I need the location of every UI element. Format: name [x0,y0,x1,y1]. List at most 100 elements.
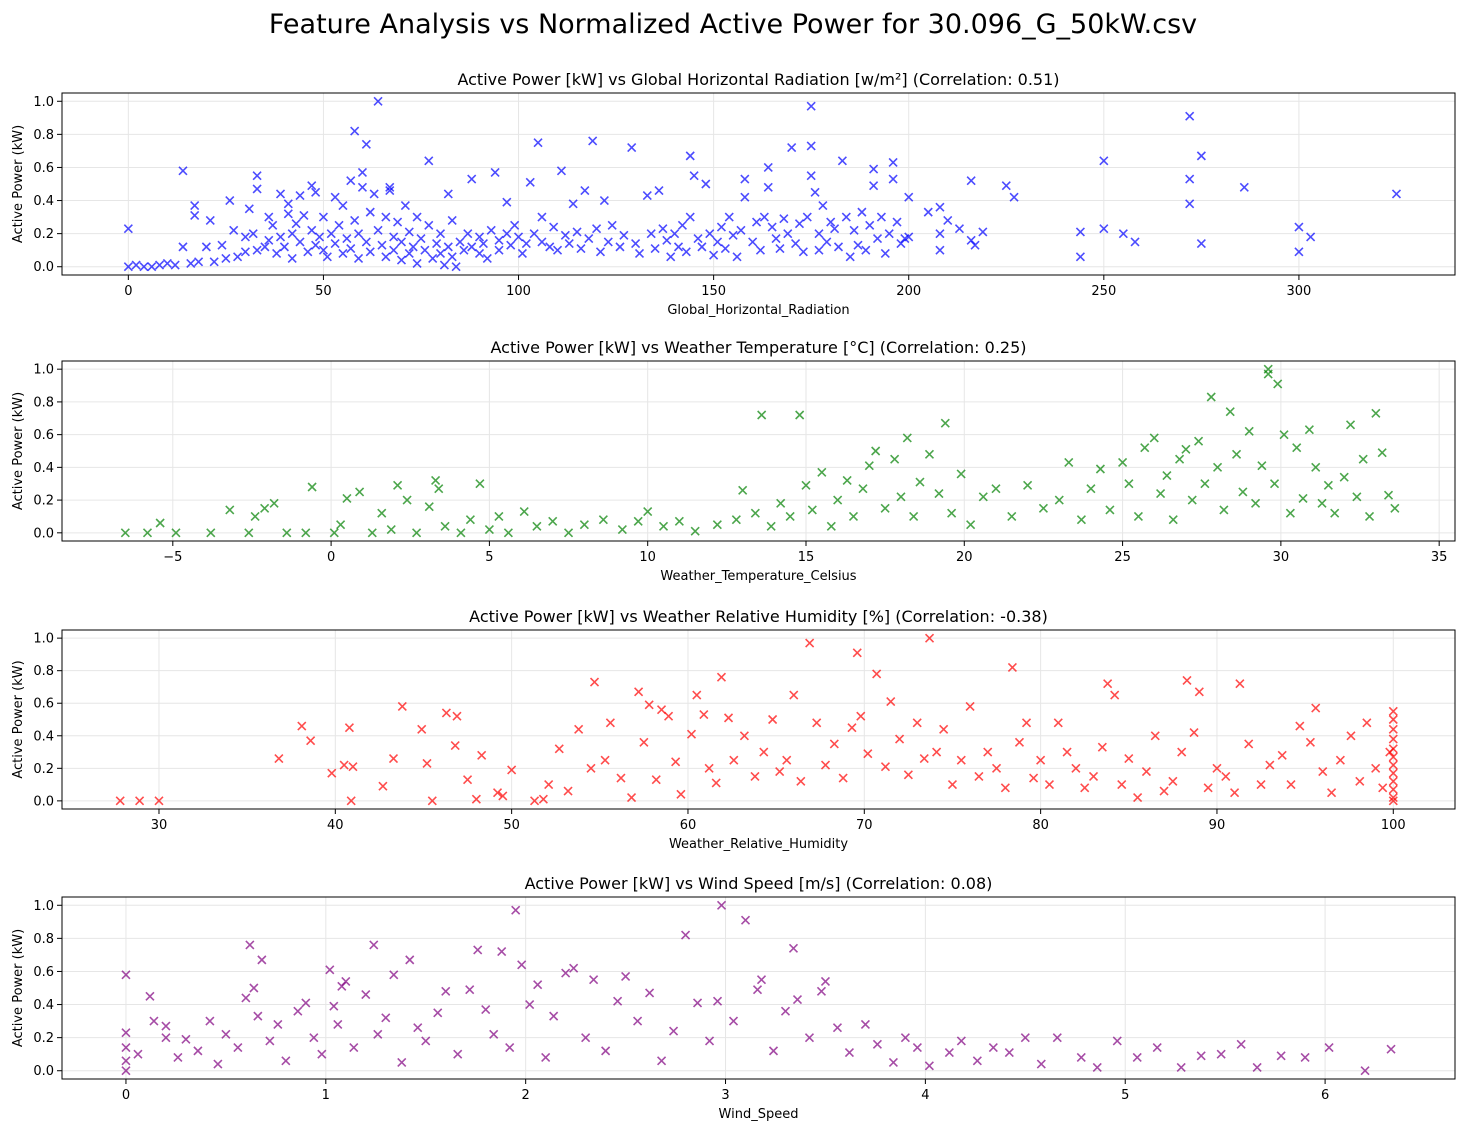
data-point [1009,192,1019,202]
data-point [260,503,270,513]
data-point [1265,760,1275,770]
data-point [1358,454,1368,464]
data-point [1371,408,1381,418]
x-tick-label: 90 [1209,818,1226,833]
data-point [455,237,465,247]
data-point [1311,462,1321,472]
data-point [1075,252,1085,262]
data-point [154,260,165,270]
data-point [983,747,993,757]
data-point [680,930,691,940]
data-point [812,718,822,728]
data-point [161,1021,171,1031]
data-point [494,235,504,245]
data-point [642,191,652,201]
data-point [1311,703,1321,713]
data-point [190,200,200,211]
data-point [978,227,988,237]
data-point [639,737,649,747]
data-point [838,773,848,783]
data-point [676,789,686,799]
data-point [510,220,520,230]
data-point [756,975,767,985]
data-point [689,171,699,181]
data-point [346,796,356,806]
data-point [841,212,851,222]
data-point [463,229,473,239]
data-point [619,230,629,240]
data-point [662,235,672,245]
data-point [736,225,746,235]
data-point [1230,788,1240,798]
data-point [1250,498,1261,508]
data-point [121,1028,131,1038]
data-point [173,1052,183,1063]
data-point [806,171,816,181]
data-point [723,713,734,723]
data-point [1388,793,1398,803]
data-point [121,1056,131,1066]
data-point [658,224,668,234]
data-point [832,1023,843,1033]
data-point [1196,151,1206,161]
x-tick-label: 30 [151,818,168,833]
data-point [1092,1062,1102,1072]
data-point [1212,763,1222,773]
data-point [712,237,723,247]
data-point [248,229,258,239]
data-point [1097,742,1107,752]
data-point [1071,763,1081,773]
data-point [1149,433,1159,443]
data-point [474,232,485,242]
data-point [863,749,873,759]
data-point [474,248,485,259]
data-point [498,791,508,801]
data-point [268,220,278,230]
data-point [1118,457,1128,468]
data-point [603,237,613,247]
x-tick-label: 5 [485,550,493,565]
data-point [1390,503,1400,513]
x-tick-label: 80 [1032,818,1049,833]
data-point [782,755,792,765]
data-point [467,242,477,252]
data-point [1263,369,1273,379]
data-point [264,212,274,222]
data-point [692,998,703,1008]
data-point [486,225,496,235]
data-point [307,181,317,191]
chart-title: Active Power [kW] vs Global Horizontal R… [457,70,1059,89]
data-point [533,138,543,148]
data-point [1117,780,1127,790]
data-point [361,990,371,1000]
data-point [1076,1052,1086,1063]
data-point [1036,1059,1046,1069]
data-point [388,753,399,764]
data-point [560,230,570,240]
data-point [826,521,836,531]
data-point [154,796,164,806]
data-point [397,1057,407,1068]
data-point [935,229,945,239]
data-point [1193,436,1204,446]
data-point [420,245,430,255]
data-point [424,502,434,512]
data-point [1364,511,1375,522]
data-point [556,166,567,176]
data-point [115,796,125,806]
y-tick-label: 0.2 [33,227,54,242]
x-axis-label: Global_Horizontal_Radiation [667,303,849,318]
data-point [402,495,412,505]
data-point [1095,464,1105,474]
data-point [795,410,805,420]
data-point [849,225,859,235]
data-point [123,262,133,272]
data-point [712,996,723,1006]
data-point [1388,784,1398,795]
data-point [1206,392,1216,402]
data-point [865,220,875,230]
y-tick-label: 0.0 [33,794,54,809]
y-tick-label: 0.6 [33,428,54,443]
data-point [1378,783,1388,793]
data-point [275,189,286,199]
